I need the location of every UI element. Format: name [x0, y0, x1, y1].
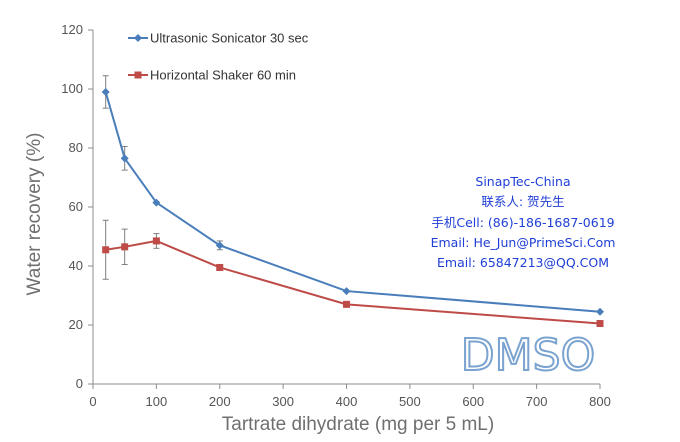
data-point [216, 263, 224, 271]
series-1 [101, 75, 604, 316]
series-line [104, 91, 601, 313]
x-tick-label: 500 [399, 394, 421, 409]
data-point [120, 154, 129, 163]
data-point [596, 320, 604, 328]
contact-line: 手机Cell: (86)-186-1687-0619 [431, 215, 614, 230]
x-tick-label: 100 [146, 394, 168, 409]
data-point [342, 287, 351, 296]
contact-line: SinapTec-China [475, 174, 570, 189]
y-tick-label: 40 [69, 258, 83, 273]
contact-line: Email: 65847213@QQ.COM [437, 255, 609, 270]
y-tick-labels: 0 20 40 60 80 100 120 [61, 22, 93, 391]
x-tick-label: 600 [462, 394, 484, 409]
contact-line: 联系人: 贺先生 [481, 194, 564, 209]
x-tick-label: 800 [589, 394, 611, 409]
data-point [152, 198, 161, 207]
y-tick-label: 20 [69, 317, 83, 332]
x-tick-label: 300 [272, 394, 294, 409]
x-tick-labels: 0 100 200 300 400 500 600 700 800 [89, 384, 611, 409]
data-point [343, 300, 350, 308]
y-axis-title: Water recovery (%) [24, 133, 45, 296]
series-group [101, 75, 604, 328]
dmso-watermark: DMSO [461, 330, 595, 381]
y-tick-label: 120 [61, 22, 83, 37]
data-point [152, 237, 160, 245]
x-tick-label: 700 [526, 394, 548, 409]
data-point [215, 241, 224, 250]
y-tick-label: 80 [69, 140, 83, 155]
legend-label: Ultrasonic Sonicator 30 sec [150, 31, 309, 46]
x-tick-label: 200 [209, 394, 231, 409]
series-2 [102, 219, 604, 328]
legend-label: Horizontal Shaker 60 min [150, 68, 296, 83]
data-point [121, 243, 129, 251]
x-axis-title: Tartrate dihydrate (mg per 5 mL) [222, 414, 494, 435]
legend-marker [134, 34, 142, 42]
y-tick-label: 0 [76, 376, 83, 391]
y-tick-label: 60 [69, 199, 83, 214]
contact-line: Email: He_Jun@PrimeSci.Com [431, 235, 616, 250]
legend-marker [134, 71, 142, 79]
legend: Ultrasonic Sonicator 30 sec Horizontal Sh… [128, 31, 309, 83]
y-tick-label: 100 [61, 81, 83, 96]
series-line [105, 239, 601, 325]
data-point [102, 246, 110, 254]
data-point [596, 307, 604, 316]
x-tick-label: 400 [336, 394, 358, 409]
x-tick-label: 0 [89, 394, 96, 409]
data-point [101, 87, 110, 96]
